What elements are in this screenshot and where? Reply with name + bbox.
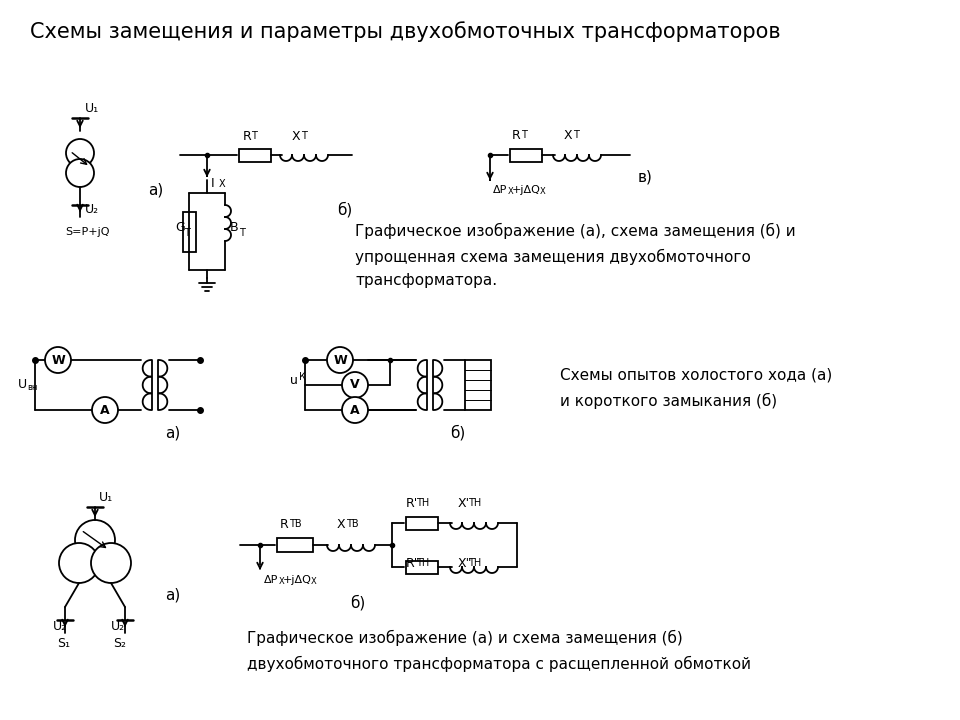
Text: X: X [292, 130, 300, 143]
Bar [510, 148, 542, 161]
Text: ТН: ТН [416, 498, 429, 508]
Text: X: X [219, 179, 226, 189]
Text: Графическое изображение (а), схема замещения (б) и
упрощенная схема замещения дв: Графическое изображение (а), схема замещ… [355, 223, 796, 288]
Text: R: R [512, 129, 520, 142]
Text: R: R [280, 518, 289, 531]
Text: R": R" [406, 557, 420, 570]
Text: ТВ: ТВ [346, 519, 359, 529]
Circle shape [92, 397, 118, 423]
Text: Схемы замещения и параметры двухобмоточных трансформаторов: Схемы замещения и параметры двухобмоточн… [30, 22, 780, 42]
Text: u: u [290, 374, 298, 387]
Text: T: T [184, 228, 190, 238]
Text: X: X [337, 518, 346, 531]
Circle shape [75, 520, 115, 560]
Text: X": X" [458, 557, 472, 570]
Circle shape [327, 347, 353, 373]
Text: R: R [243, 130, 252, 143]
Text: а): а) [148, 182, 163, 197]
Text: A: A [350, 403, 360, 416]
Text: б): б) [450, 426, 466, 441]
Circle shape [66, 159, 94, 187]
Text: в): в) [638, 169, 653, 184]
Circle shape [91, 543, 131, 583]
Text: ТН: ТН [468, 498, 481, 508]
Circle shape [45, 347, 71, 373]
Text: X: X [311, 577, 317, 586]
Circle shape [342, 397, 368, 423]
Circle shape [59, 543, 99, 583]
Text: X: X [564, 129, 572, 142]
Bar [239, 148, 271, 161]
Text: U₂: U₂ [53, 620, 67, 633]
Text: ТН: ТН [416, 558, 429, 568]
Text: X: X [279, 577, 285, 586]
Text: A: A [100, 403, 109, 416]
Text: К: К [299, 372, 306, 382]
Bar [182, 212, 196, 251]
Text: U: U [18, 379, 27, 392]
Text: R': R' [406, 497, 419, 510]
Text: +jΔQ: +jΔQ [283, 575, 312, 585]
Text: ΔP: ΔP [493, 185, 508, 195]
Text: +jΔQ: +jΔQ [512, 185, 540, 195]
Text: б): б) [350, 595, 365, 611]
Text: U₂: U₂ [85, 203, 99, 216]
Text: T: T [239, 228, 245, 238]
Text: T: T [301, 131, 307, 141]
Text: а): а) [165, 426, 180, 441]
Text: ΔP: ΔP [264, 575, 278, 585]
Text: б): б) [337, 202, 352, 218]
Text: ТН: ТН [468, 558, 481, 568]
Text: Схемы опытов холостого хода (а)
и короткого замыкания (б): Схемы опытов холостого хода (а) и коротк… [560, 367, 832, 409]
Text: S₁: S₁ [57, 637, 70, 650]
Text: T: T [521, 130, 527, 140]
Bar [406, 560, 438, 574]
Text: X: X [540, 187, 545, 196]
Text: T: T [573, 130, 579, 140]
Text: W: W [333, 354, 347, 366]
Text: U₂: U₂ [111, 620, 125, 633]
Text: I: I [211, 177, 215, 190]
Text: U₁: U₁ [99, 491, 113, 504]
Text: S₂: S₂ [113, 637, 126, 650]
Text: вн: вн [27, 384, 37, 392]
Bar [406, 516, 438, 529]
Bar [465, 360, 491, 410]
Text: Графическое изображение (а) и схема замещения (б)
двухобмоточного трансформатора: Графическое изображение (а) и схема заме… [247, 630, 751, 672]
Text: X': X' [458, 497, 470, 510]
Circle shape [342, 372, 368, 398]
Text: а): а) [165, 588, 180, 603]
Text: W: W [51, 354, 65, 366]
Text: ТВ: ТВ [289, 519, 301, 529]
Text: X: X [508, 187, 514, 196]
Text: V: V [350, 379, 360, 392]
Text: B: B [230, 221, 239, 234]
Circle shape [66, 139, 94, 167]
Text: U₁: U₁ [85, 102, 99, 115]
Text: T: T [251, 131, 257, 141]
Bar [277, 538, 313, 552]
Text: G: G [175, 221, 184, 234]
Text: S=P+jQ: S=P+jQ [65, 227, 109, 237]
